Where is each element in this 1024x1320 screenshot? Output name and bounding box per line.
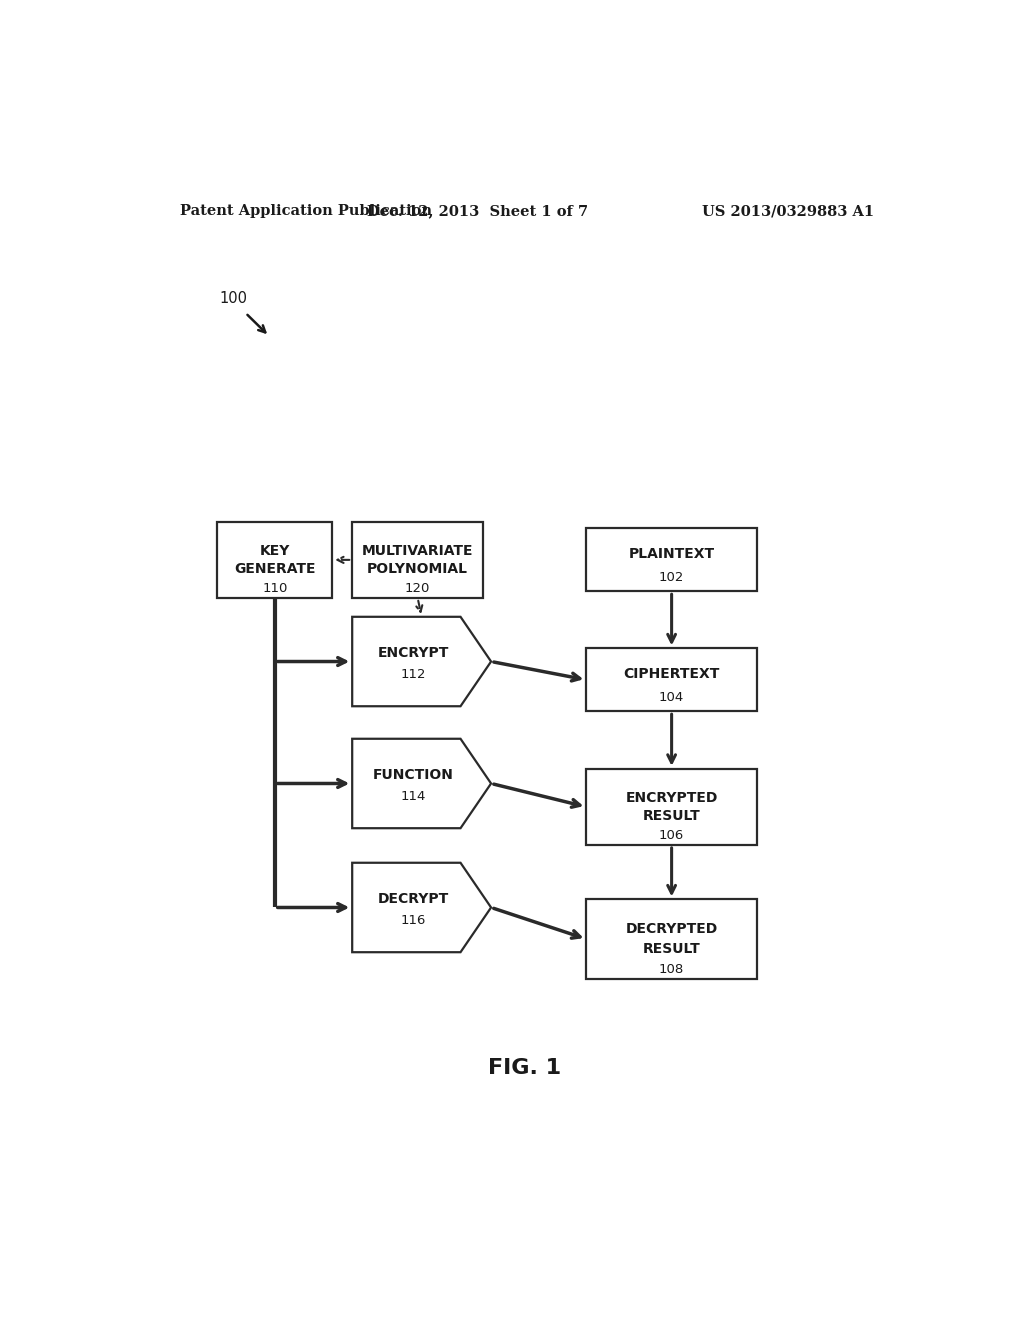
Polygon shape [352,739,492,828]
Text: GENERATE: GENERATE [234,562,315,576]
Text: RESULT: RESULT [643,941,700,956]
Text: 104: 104 [659,690,684,704]
Text: 102: 102 [658,572,684,583]
Polygon shape [352,863,492,952]
Polygon shape [352,616,492,706]
Text: PLAINTEXT: PLAINTEXT [629,546,715,561]
Bar [217,521,333,598]
Text: Patent Application Publication: Patent Application Publication [179,205,431,218]
Bar [587,768,757,845]
Text: FUNCTION: FUNCTION [373,767,454,781]
Bar [352,521,483,598]
Text: DECRYPT: DECRYPT [378,891,449,906]
Text: 100: 100 [219,290,247,306]
Bar [587,648,757,711]
Text: DECRYPTED: DECRYPTED [626,923,718,936]
Text: 112: 112 [400,668,426,681]
Text: MULTIVARIATE: MULTIVARIATE [361,544,473,558]
Text: ENCRYPTED: ENCRYPTED [626,791,718,805]
Bar [587,899,757,978]
Text: KEY: KEY [260,544,290,558]
Text: RESULT: RESULT [643,809,700,822]
Text: ENCRYPT: ENCRYPT [378,645,449,660]
Bar [587,528,757,591]
Text: 116: 116 [400,915,426,928]
Text: 108: 108 [659,962,684,975]
Text: 114: 114 [400,791,426,804]
Text: Dec. 12, 2013  Sheet 1 of 7: Dec. 12, 2013 Sheet 1 of 7 [367,205,588,218]
Text: FIG. 1: FIG. 1 [488,1059,561,1078]
Text: 120: 120 [404,582,430,595]
Text: 110: 110 [262,582,288,595]
Text: 106: 106 [659,829,684,842]
Text: CIPHERTEXT: CIPHERTEXT [624,667,720,681]
Text: POLYNOMIAL: POLYNOMIAL [368,562,468,576]
Text: US 2013/0329883 A1: US 2013/0329883 A1 [701,205,873,218]
